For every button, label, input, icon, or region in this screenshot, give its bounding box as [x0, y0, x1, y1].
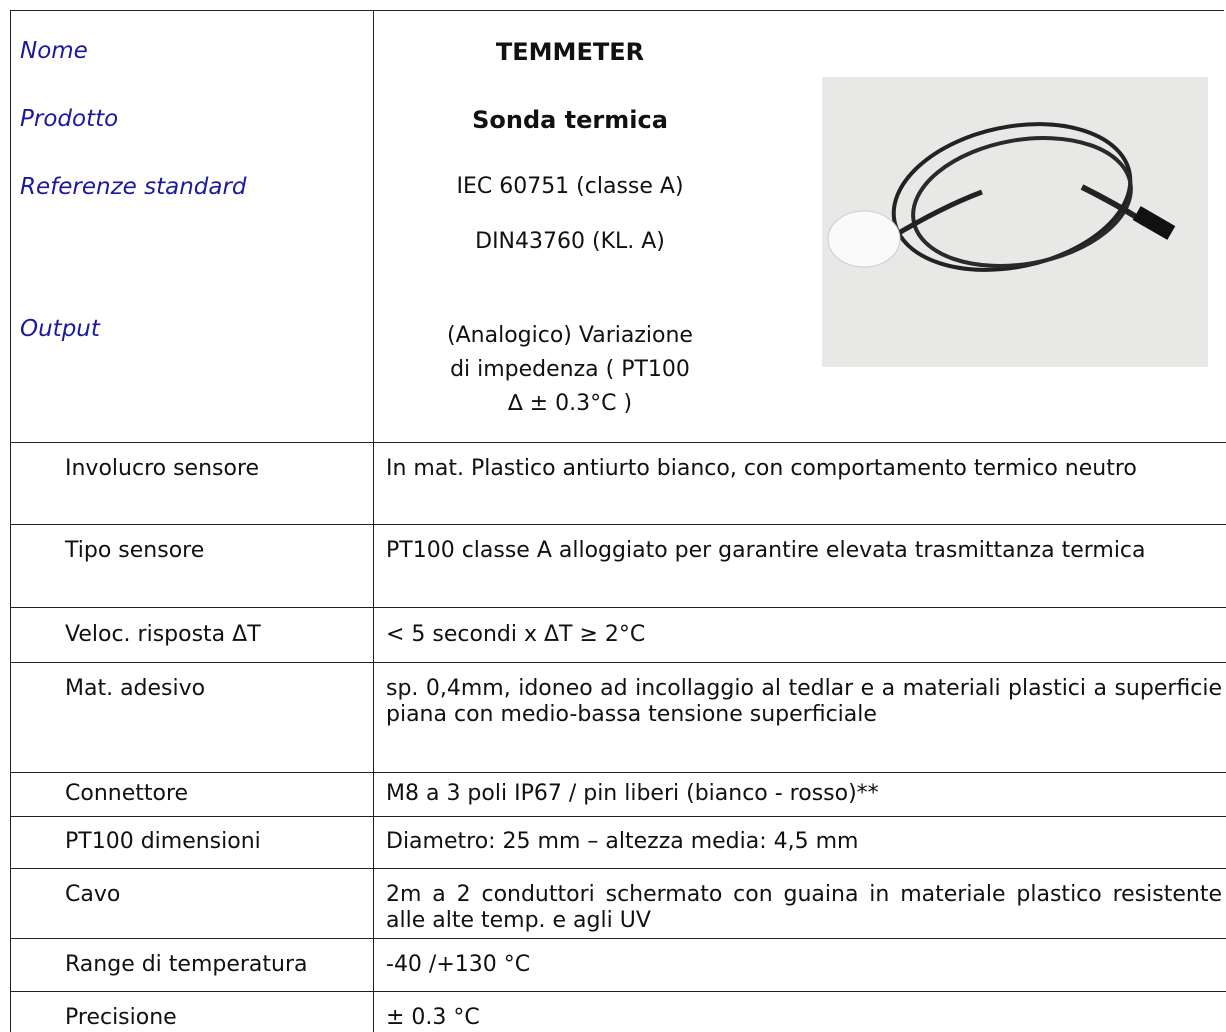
spec-value: ± 0.3 °C: [386, 1005, 480, 1030]
spec-value: < 5 secondi x ΔT ≥ 2°C: [386, 621, 646, 647]
spec-label: Cavo: [65, 882, 121, 907]
field-value: DIN43760 (KL. A): [475, 229, 665, 254]
spec-label: Connettore: [65, 781, 189, 806]
field-value: di impedenza ( PT100: [450, 357, 690, 382]
row-divider: [10, 442, 1226, 443]
spec-label: Involucro sensore: [65, 456, 260, 481]
row-divider: [10, 607, 1226, 608]
spec-value: M8 a 3 poli IP67 / pin liberi (bianco - …: [386, 781, 879, 806]
field-label: Referenze standard: [20, 174, 247, 200]
row-divider: [10, 868, 1226, 869]
row-divider: [10, 991, 1226, 992]
field-value: Sonda termica: [472, 106, 668, 134]
row-divider: [10, 772, 1226, 773]
field-label: Output: [20, 316, 100, 342]
spec-value: In mat. Plastico antiurto bianco, con co…: [386, 456, 1137, 481]
row-divider: [10, 938, 1226, 939]
column-divider: [373, 10, 374, 1032]
spec-value: PT100 classe A alloggiato per garantire …: [386, 538, 1146, 563]
field-value: ∆ ± 0.3°C ): [507, 391, 633, 416]
spec-label: Range di temperatura: [65, 951, 308, 977]
field-label: Prodotto: [20, 106, 119, 132]
field-value: IEC 60751 (classe A): [456, 174, 684, 199]
row-divider: [10, 662, 1226, 663]
field-value: TEMMETER: [495, 38, 645, 66]
spec-label: Precisione: [65, 1005, 177, 1030]
table-frame: [10, 10, 1224, 1032]
product-photo: [822, 77, 1208, 367]
row-divider: [10, 524, 1226, 525]
spec-label: PT100 dimensioni: [65, 829, 261, 854]
spec-label: Veloc. risposta ΔT: [65, 621, 261, 647]
spec-label: Mat. adesivo: [65, 676, 206, 701]
row-divider: [10, 816, 1226, 817]
spec-value: 2m a 2 conduttori schermato con guaina i…: [386, 882, 1222, 933]
spec-value: -40 /+130 °C: [386, 951, 531, 977]
field-label: Nome: [20, 38, 88, 64]
field-value: (Analogico) Variazione: [447, 323, 693, 348]
spec-label: Tipo sensore: [65, 538, 205, 563]
spec-value: Diametro: 25 mm – altezza media: 4,5 mm: [386, 829, 859, 854]
spec-value: sp. 0,4mm, idoneo ad incollaggio al tedl…: [386, 676, 1222, 727]
